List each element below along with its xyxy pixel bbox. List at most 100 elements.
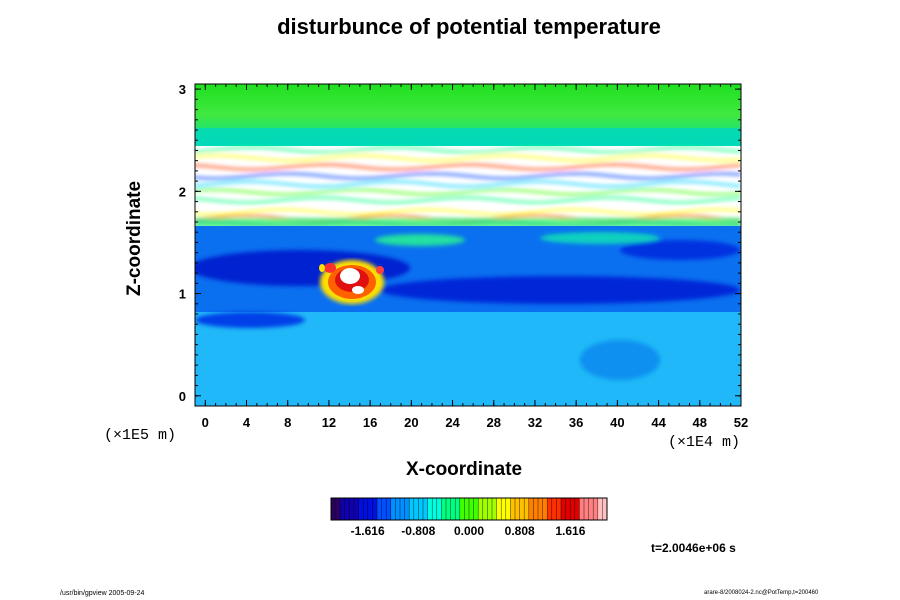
colorbar-cell [358,498,364,520]
colorbar-cell [574,498,580,520]
colorbar-cell [423,498,428,520]
streak [195,208,741,216]
x-tick-label: 40 [610,415,624,430]
colorbar-cell [400,498,405,520]
heatmap-field [195,84,741,406]
colorbar-cell [492,498,497,520]
colorbar-cell [519,498,525,520]
colorbar-cell [570,498,576,520]
colorbar-cell [441,498,447,520]
colorbar-cell [565,498,571,520]
colorbar-cell [377,498,382,520]
colorbar-cell [478,498,484,520]
colorbar-cell [561,498,566,520]
x-tick-label: 32 [528,415,542,430]
colorbar-cell [593,498,599,520]
y-axis-label: Z-coordinate [124,180,145,296]
colorbar-cell [436,498,442,520]
colorbar-cell [584,498,589,520]
dark-band [380,276,740,304]
colorbar-cell [597,498,603,520]
colorbar-cell [459,498,465,520]
x-tick-label: 4 [243,415,251,430]
colorbar-cell [515,498,520,520]
footer-source: arare-8/2008024-2.nc@PotTemp,t=200460 [704,590,819,596]
colorbar-frame [330,497,608,521]
colorbar-cell [579,498,585,520]
y-tick-label: 1 [179,287,186,302]
colorbar-cell [464,498,470,520]
streak [195,188,741,196]
plot-frame [194,83,742,407]
x-tick-label: 24 [445,415,460,430]
colorbar-cell [354,498,359,520]
x-tick-label: 48 [693,415,707,430]
y-tick-label: 3 [179,82,186,97]
dark-band [620,240,740,260]
streak [195,180,741,188]
colorbar-cell [551,498,557,520]
colorbar-cell [367,498,373,520]
y-axis-unit: (×1E5 m) [104,427,177,444]
streak-band [195,218,741,228]
colorbar-cell [455,498,461,520]
x-tick-label: 20 [404,415,418,430]
colorbar-cell [547,498,553,520]
colorbar-cell [533,498,539,520]
x-tick-label: 8 [284,415,291,430]
dark-band [195,312,305,328]
colorbar-cell [538,498,543,520]
colorbar-cell [418,498,424,520]
colorbar-cell [344,498,350,520]
x-tick-label: 52 [734,415,748,430]
colorbar-cell [390,498,396,520]
streak [195,172,741,180]
colorbar-cell [588,498,594,520]
dark-band [580,340,660,380]
colorbar: -1.616 -0.808 0.000 0.808 1.616 [330,497,608,538]
chart-title: disturbunce of potential temperature [277,14,661,39]
y-tick-label: 0 [179,389,186,404]
colorbar-cell [556,498,562,520]
streak [195,154,741,162]
colorbar-cell [386,498,392,520]
colorbar-cell [501,498,507,520]
x-tick-label: 44 [651,415,666,430]
colorbar-cell [450,498,456,520]
x-axis-unit: (×1E4 m) [668,434,741,451]
x-tick-label: 0 [202,415,209,430]
green-patch [375,234,465,246]
colorbar-cell [524,498,530,520]
footer-command: /usr/bin/gpview 2005-09-24 [60,590,145,597]
x-tick-label: 12 [322,415,336,430]
x-axis-ticks: 0 4 8 12 16 20 24 28 32 36 40 44 48 52 [202,84,748,430]
colorbar-cell [381,498,387,520]
colorbar-cell [496,498,502,520]
colorbar-tick-label: -0.808 [401,524,435,538]
colorbar-cell [487,498,493,520]
streak [195,196,741,204]
y-tick-label: 2 [179,184,186,199]
colorbar-cell [413,498,419,520]
colorbar-cell [340,498,346,520]
colorbar-cell [395,498,401,520]
colorbar-cell [469,498,474,520]
heatmap-streaks [195,146,741,228]
colorbar-cell [372,498,378,520]
colorbar-tick-label: -1.616 [351,524,385,538]
colorbar-cell [446,498,451,520]
colorbar-cell [404,498,410,520]
streak [195,163,741,171]
colorbar-cell [432,498,438,520]
x-axis-label: X-coordinate [406,459,523,480]
colorbar-tick-label: 0.000 [454,524,484,538]
colorbar-cell [363,498,369,520]
thermal-bubble [319,260,384,304]
x-tick-label: 28 [487,415,501,430]
colorbar-cell [542,498,548,520]
colorbar-cell [602,498,608,520]
colorbar-cell [335,498,341,520]
colorbar-tick-label: 1.616 [555,524,585,538]
green-patch [540,232,660,244]
